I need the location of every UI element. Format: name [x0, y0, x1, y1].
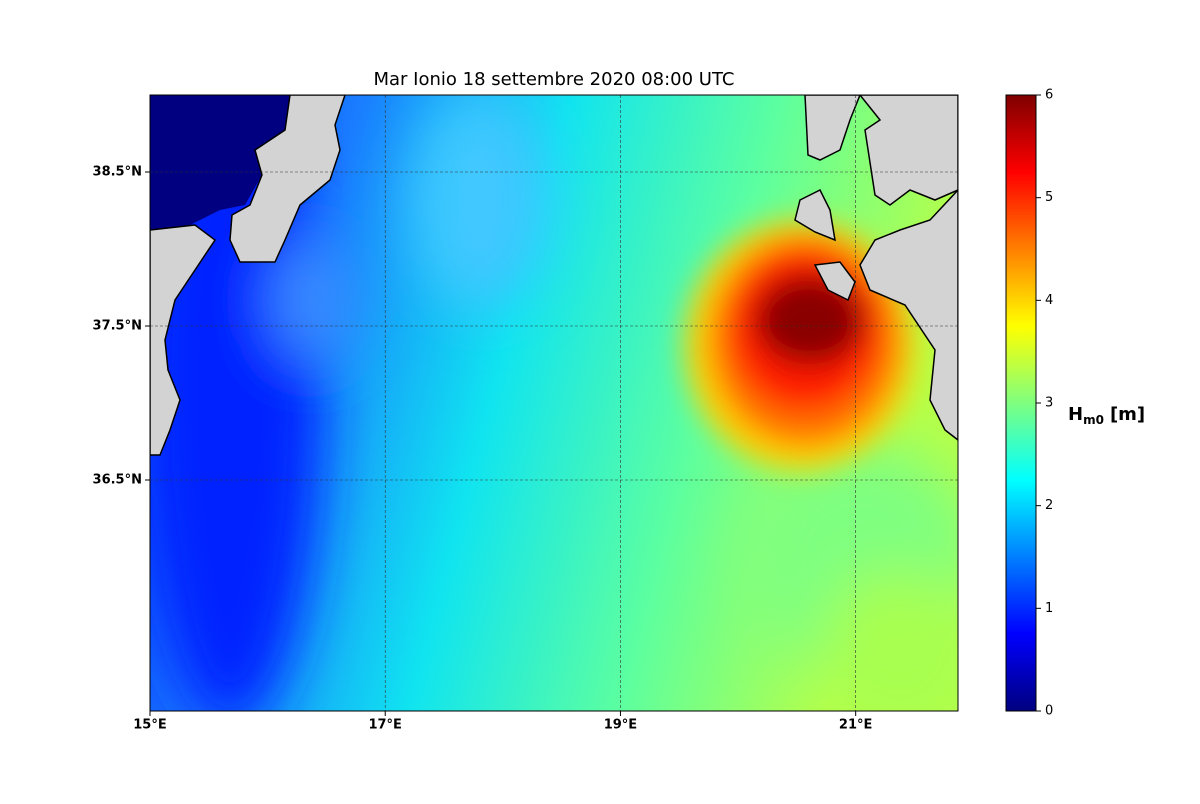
colorbar-tick-label: 5: [1045, 190, 1053, 205]
colorbar-tick-label: 1: [1045, 601, 1053, 616]
y-tick-label: 36.5°N: [93, 473, 142, 488]
colorbar-tick-label: 2: [1045, 498, 1053, 513]
y-tick-label: 38.5°N: [93, 165, 142, 180]
x-tick-label: 21°E: [839, 718, 872, 733]
map-title: Mar Ionio 18 settembre 2020 08:00 UTC: [374, 69, 735, 90]
colorbar-tick-label: 3: [1045, 396, 1053, 411]
x-tick-label: 15°E: [133, 718, 166, 733]
label-unit: [m]: [1110, 404, 1145, 425]
y-tick-label: 37.5°N: [93, 319, 142, 334]
colorbar-tick-label: 4: [1045, 293, 1053, 308]
plot-frame: [149, 94, 959, 712]
wave-field: [150, 95, 958, 711]
colorbar: [1005, 94, 1037, 712]
colorbar-tick-label: 6: [1045, 88, 1053, 103]
x-tick-label: 17°E: [368, 718, 401, 733]
label-symbol: H: [1068, 404, 1083, 425]
label-subscript: m0: [1083, 413, 1104, 427]
x-tick-label: 19°E: [604, 718, 637, 733]
colorbar-tick-label: 0: [1045, 704, 1053, 719]
colorbar-label: Hm0 [m]: [1068, 404, 1145, 427]
